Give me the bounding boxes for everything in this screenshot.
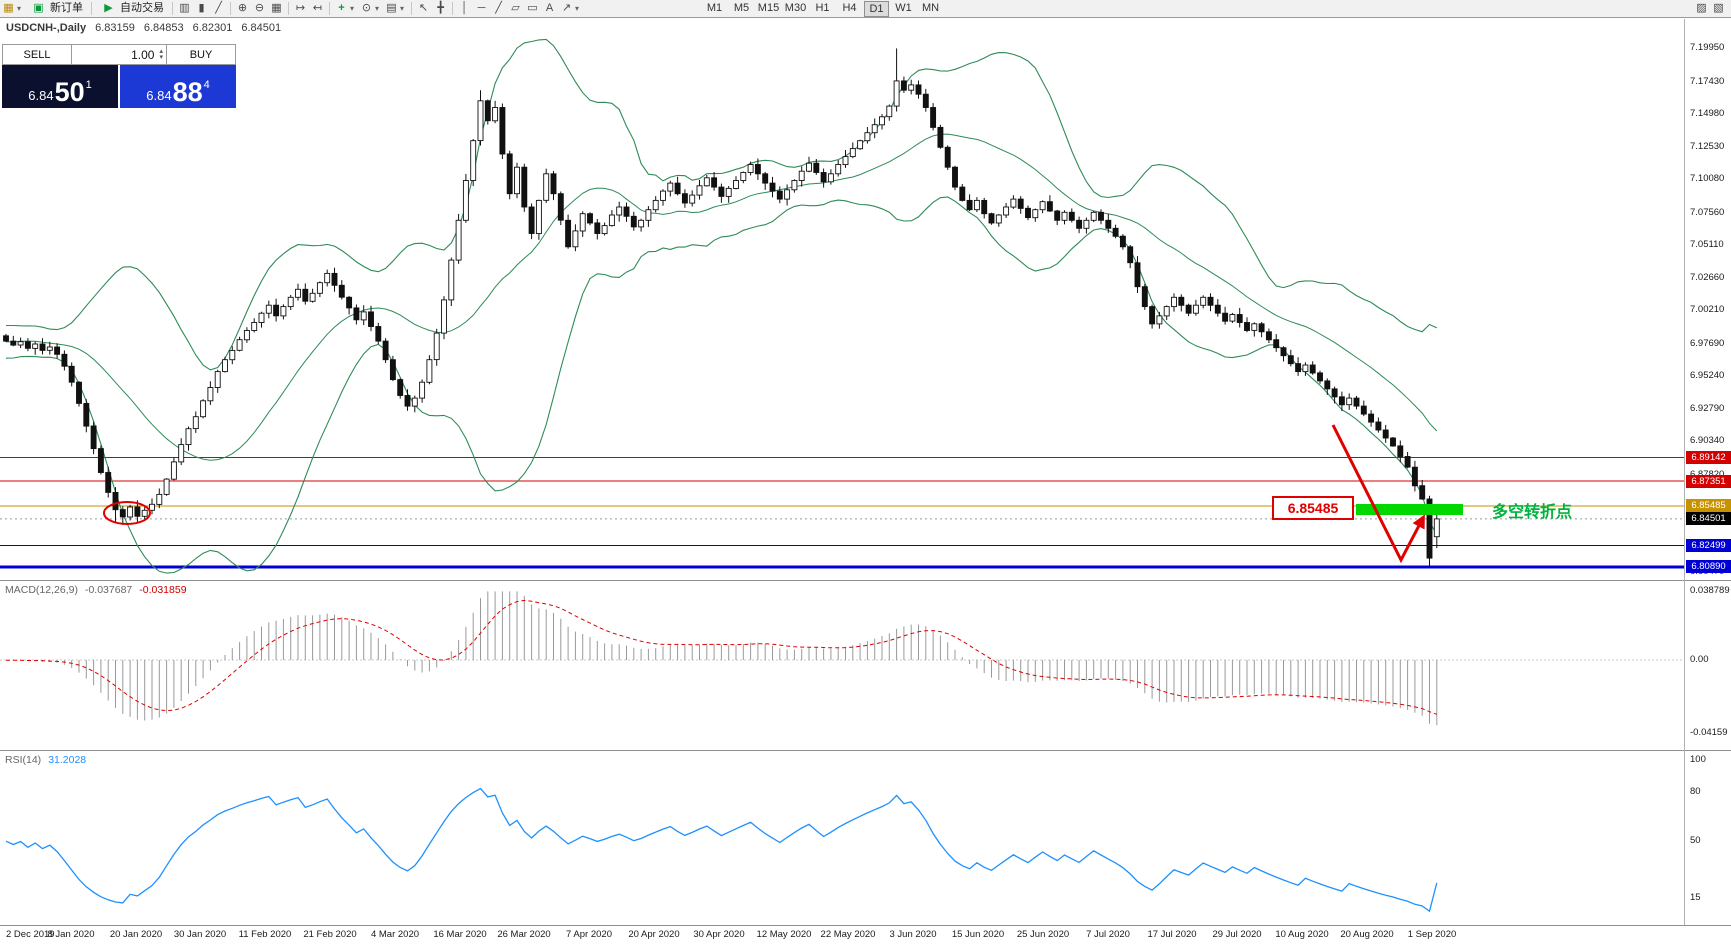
lot-size-input[interactable]: 1.00 ▴ ▾	[72, 44, 166, 65]
toolbar-separator	[329, 2, 330, 15]
timeframe-m30-button[interactable]: M30	[784, 1, 807, 14]
trendline-icon[interactable]: ╱	[495, 1, 502, 14]
macd-label: MACD(12,26,9)	[5, 584, 78, 596]
vertical-line-icon[interactable]: │	[461, 1, 468, 14]
lot-size-value: 1.00	[131, 47, 155, 62]
candlestick-chart-icon[interactable]: ▮	[198, 1, 205, 14]
turning-point-annotation[interactable]: 多空转折点	[1492, 504, 1573, 521]
indicators-caret-icon[interactable]: ▾	[350, 4, 355, 13]
turning-zone-rect[interactable]	[1356, 504, 1463, 515]
timeframe-group: M1 M5 M15 M30 H1 H4 D1 W1 MN	[701, 0, 944, 17]
chart-window-caret-icon[interactable]: ▾	[17, 4, 22, 13]
ohlc-open: 6.83159	[95, 22, 135, 34]
candles-layer	[3, 38, 1440, 574]
autotrading-label: 自动交易	[120, 2, 164, 14]
lot-spinner-down-icon[interactable]: ▾	[159, 53, 163, 61]
sell-button[interactable]: SELL	[2, 44, 72, 65]
horizontal-line-icon[interactable]: ─	[477, 1, 486, 14]
toolbar: ▦ ▾ ▣ 新订单 ▶ 自动交易 ▥ ▮ ╱ ⊕ ⊖ ▦ ↦ ↤ + ▾ ⊙ ▾…	[0, 0, 1731, 18]
buy-price-sup: 4	[203, 79, 210, 91]
sell-price-sup: 1	[85, 79, 92, 91]
toolbar-right-group: ▨ ▧	[1693, 1, 1727, 17]
arrow-tool-caret-icon[interactable]: ▾	[575, 4, 580, 13]
text-tool-icon[interactable]: A	[545, 1, 554, 14]
chart-ohlc-header: USDCNH-,Daily 6.83159 6.84853 6.82301 6.…	[6, 22, 281, 34]
lot-spinner-up-icon[interactable]: ▴	[159, 47, 163, 55]
autotrading-button[interactable]: ▶ 自动交易	[95, 1, 169, 17]
rsi-value: 31.2028	[48, 754, 87, 766]
shapes-icon[interactable]: ▭	[527, 1, 538, 14]
periods-caret-icon[interactable]: ▾	[375, 4, 380, 13]
macd-signal-value: -0.031859	[139, 584, 187, 596]
toolbar-separator	[230, 2, 231, 15]
chart-window-icon[interactable]: ▦	[3, 1, 14, 14]
bar-chart-icon[interactable]: ▥	[179, 1, 190, 14]
buy-button[interactable]: BUY	[166, 44, 236, 65]
rsi-label: RSI(14)	[5, 754, 42, 766]
rsi-header: RSI(14) 31.2028	[5, 754, 86, 766]
toolbar-separator	[452, 2, 453, 15]
templates-icon[interactable]: ▤	[386, 1, 397, 14]
ohlc-close: 6.84501	[241, 22, 282, 34]
toolbar-right-icon-2[interactable]: ▧	[1713, 1, 1724, 14]
buy-price-big: 88	[172, 77, 203, 107]
crosshair-icon[interactable]: ╋	[437, 1, 444, 14]
timeframe-w1-button[interactable]: W1	[895, 1, 912, 14]
sell-price-big: 50	[54, 77, 85, 107]
toolbar-separator	[91, 2, 92, 15]
templates-caret-icon[interactable]: ▾	[400, 4, 405, 13]
symbol-period-label: USDCNH-,Daily	[6, 22, 87, 34]
chart-shift-icon[interactable]: ↤	[312, 1, 323, 14]
macd-header: MACD(12,26,9) -0.037687 -0.031859	[5, 584, 187, 596]
buy-price-small: 6.84	[146, 88, 172, 103]
timeframe-h4-button[interactable]: H4	[842, 1, 857, 14]
macd-layer	[5, 591, 1438, 726]
toolbar-separator	[288, 2, 289, 15]
timeframe-mn-button[interactable]: MN	[921, 1, 940, 14]
toolbar-separator	[172, 2, 173, 15]
new-order-button[interactable]: ▣ 新订单	[25, 1, 88, 17]
price-level-annotation-box[interactable]: 6.85485	[1272, 496, 1354, 520]
sell-price-small: 6.84	[28, 88, 54, 103]
timeframe-m1-button[interactable]: M1	[706, 1, 723, 14]
timeframe-h1-button[interactable]: H1	[815, 1, 830, 14]
new-order-icon: ▣	[33, 1, 44, 14]
timeframe-m5-button[interactable]: M5	[733, 1, 750, 14]
sell-price-panel[interactable]: 6.84 50 1	[2, 65, 118, 108]
macd-main-value: -0.037687	[84, 584, 133, 596]
one-click-trading-panel: SELL 1.00 ▴ ▾ BUY 6.84 50 1 6.84 88 4	[2, 44, 236, 108]
ohlc-low: 6.82301	[192, 22, 233, 34]
zoom-in-icon[interactable]: ⊕	[237, 1, 248, 14]
rsi-line	[5, 787, 1438, 913]
autotrading-play-icon: ▶	[104, 1, 113, 14]
toolbar-right-icon-1[interactable]: ▨	[1696, 1, 1707, 14]
toolbar-separator	[411, 2, 412, 15]
line-chart-icon[interactable]: ╱	[215, 1, 222, 14]
channel-icon[interactable]: ▱	[511, 1, 520, 14]
arrow-tool-icon[interactable]: ↗	[561, 1, 572, 14]
zoom-out-icon[interactable]: ⊖	[254, 1, 265, 14]
low-circle-annotation[interactable]	[103, 501, 151, 525]
cursor-icon[interactable]: ↖	[418, 1, 429, 14]
timeframe-m15-button[interactable]: M15	[757, 1, 780, 14]
periods-icon[interactable]: ⊙	[361, 1, 372, 14]
ohlc-high: 6.84853	[143, 22, 184, 34]
indicators-add-icon[interactable]: +	[338, 1, 345, 14]
buy-price-panel[interactable]: 6.84 88 4	[120, 65, 236, 108]
timeframe-toolbar: M1 M5 M15 M30 H1 H4 D1 W1 MN	[583, 0, 944, 17]
new-order-label: 新订单	[50, 2, 83, 14]
lot-spinner[interactable]: ▴ ▾	[159, 47, 163, 61]
reversal-arrow[interactable]	[1331, 424, 1425, 564]
tile-windows-icon[interactable]: ▦	[271, 1, 282, 14]
auto-scroll-icon[interactable]: ↦	[295, 1, 306, 14]
timeframe-d1-button[interactable]: D1	[864, 0, 889, 17]
